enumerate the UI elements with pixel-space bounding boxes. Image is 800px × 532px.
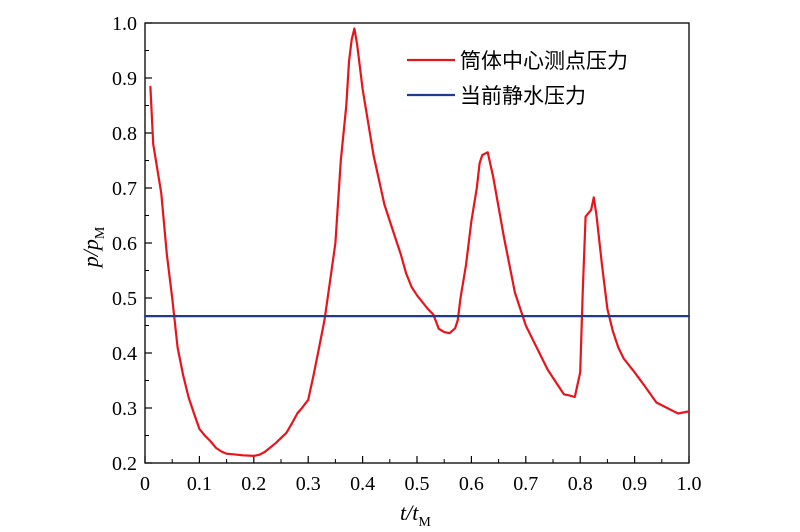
x-tick-label: 0.3 xyxy=(296,473,321,495)
x-tick-label: 0.6 xyxy=(459,473,484,495)
x-tick-label: 0.8 xyxy=(568,473,593,495)
y-tick-label: 0.6 xyxy=(112,233,137,255)
y-axis-ticks: 0.2 0.3 0.4 0.5 0.6 0.7 0.8 0.9 1.0 xyxy=(112,13,152,475)
y-tick-label: 0.3 xyxy=(112,398,137,420)
x-tick-label: 0.7 xyxy=(513,473,538,495)
x-tick-label: 0.9 xyxy=(622,473,647,495)
y-axis-label-sub: M xyxy=(93,226,108,239)
y-tick-label: 0.4 xyxy=(112,343,137,365)
x-axis-label-sub: M xyxy=(418,515,431,530)
x-tick-label: 0.5 xyxy=(405,473,430,495)
x-tick-label: 0.4 xyxy=(350,473,375,495)
y-tick-label: 1.0 xyxy=(112,13,137,35)
y-axis-label-main: p/p xyxy=(78,239,103,269)
x-tick-label: 1.0 xyxy=(677,473,702,495)
y-tick-label: 0.8 xyxy=(112,123,137,145)
plot-border xyxy=(144,22,690,464)
legend-label-0: 筒体中心测点压力 xyxy=(460,49,628,73)
y-tick-label: 0.5 xyxy=(112,288,137,310)
series-layer xyxy=(143,27,691,457)
legend: 筒体中心测点压力 当前静水压力 xyxy=(407,49,628,108)
y-tick-label: 0.2 xyxy=(112,453,137,475)
plot-frame xyxy=(144,22,690,464)
y-tick-label: 0.9 xyxy=(112,68,137,90)
y-tick-label: 0.7 xyxy=(112,178,137,200)
x-tick-label: 0.1 xyxy=(187,473,212,495)
x-tick-label: 0 xyxy=(140,473,150,495)
x-axis-ticks: 0 0.1 0.2 0.3 0.4 0.5 0.6 0.7 0.8 0.9 1.0 xyxy=(140,456,702,495)
x-axis-label-main: t/t xyxy=(400,500,419,525)
x-axis-label: t/tM xyxy=(400,500,431,530)
series-line-0 xyxy=(149,27,691,457)
x-tick-label: 0.2 xyxy=(241,473,266,495)
legend-label-1: 当前静水压力 xyxy=(460,84,586,108)
y-axis-label: p/pM xyxy=(78,226,108,269)
